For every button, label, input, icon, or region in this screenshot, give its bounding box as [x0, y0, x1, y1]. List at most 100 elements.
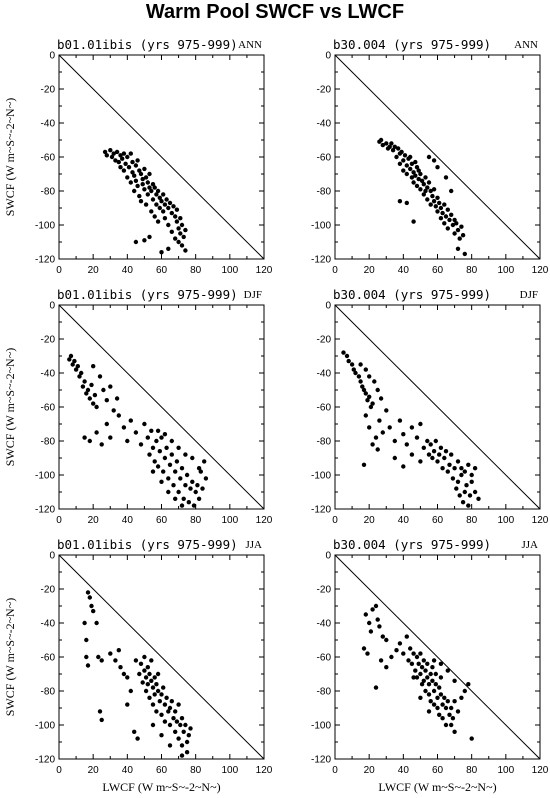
x-axis-label: LWCF (W m~S~-2~N~)	[102, 780, 220, 794]
data-point	[469, 479, 474, 484]
x-tick-label: 60	[432, 265, 444, 276]
data-point	[149, 188, 154, 194]
data-point	[142, 238, 147, 243]
data-point	[408, 646, 413, 651]
data-point	[157, 195, 162, 200]
data-point	[184, 739, 190, 745]
data-point	[108, 435, 113, 440]
data-point	[442, 455, 447, 461]
data-point	[155, 428, 161, 433]
data-point	[457, 236, 462, 241]
one-to-one-line	[334, 54, 541, 260]
data-point	[375, 447, 380, 452]
data-point	[413, 173, 418, 178]
data-point	[387, 425, 392, 430]
data-point	[169, 229, 174, 234]
data-point	[72, 358, 77, 364]
data-point	[149, 428, 154, 433]
data-point	[392, 144, 397, 149]
scatter-panel-1: b01.01ibis (yrs 975-999) ANN 0 20 40 60 80 100 1…	[3, 37, 273, 276]
data-point	[183, 248, 188, 253]
data-point	[166, 205, 171, 211]
data-point	[423, 668, 428, 673]
data-point	[174, 219, 180, 224]
x-tick-label: 0	[56, 515, 62, 526]
data-point	[466, 682, 471, 687]
data-point	[428, 188, 433, 194]
data-point	[84, 391, 89, 396]
data-point	[102, 149, 108, 155]
data-point	[466, 462, 471, 467]
data-point	[361, 387, 367, 393]
data-point	[370, 442, 375, 447]
scatter-panel-6: b30.004 (yrs 975-999) JJA 0 20 40 60 80 100 120 0…	[311, 537, 549, 794]
data-point	[414, 435, 420, 440]
data-point	[111, 151, 116, 156]
x-tick-label: 40	[122, 765, 134, 776]
data-point	[116, 413, 122, 418]
data-point	[94, 620, 99, 626]
y-tick-label: 0	[49, 51, 55, 62]
data-point	[181, 234, 186, 240]
y-tick-label: 0	[325, 301, 331, 312]
data-point	[164, 695, 169, 700]
data-point	[344, 353, 350, 359]
data-point	[469, 736, 474, 741]
data-point	[469, 472, 474, 478]
data-point	[437, 200, 442, 206]
data-point	[108, 651, 113, 656]
y-tick-label: -40	[317, 619, 332, 630]
data-point	[113, 158, 118, 163]
y-tick-label: -60	[317, 153, 332, 164]
x-tick-label: 120	[256, 265, 273, 276]
data-point	[132, 729, 137, 734]
data-point	[459, 466, 464, 471]
data-point	[167, 705, 173, 711]
data-point	[178, 231, 183, 236]
y-tick-label: -40	[41, 619, 56, 630]
data-point	[404, 163, 409, 168]
data-point	[361, 646, 367, 651]
x-tick-label: 20	[364, 515, 376, 526]
x-tick-label: 60	[432, 515, 444, 526]
data-point	[341, 350, 346, 355]
data-point	[85, 590, 91, 595]
data-point	[155, 219, 161, 224]
data-point	[162, 719, 168, 724]
data-point	[159, 479, 164, 484]
data-point	[200, 486, 205, 491]
data-point	[462, 251, 467, 257]
y-tick-label: -60	[41, 403, 56, 414]
data-point	[367, 374, 372, 379]
data-point	[449, 188, 454, 194]
data-point	[167, 722, 173, 728]
data-point	[430, 678, 435, 683]
data-point	[425, 438, 430, 444]
data-point	[121, 151, 127, 156]
data-point	[454, 486, 459, 491]
data-point	[409, 425, 415, 430]
data-point	[99, 442, 104, 447]
x-tick-label: 60	[156, 265, 168, 276]
data-point	[179, 503, 185, 508]
data-point	[70, 362, 75, 367]
x-tick-label: 40	[398, 515, 410, 526]
y-tick-label: -40	[41, 369, 56, 380]
x-tick-label: 80	[466, 265, 478, 276]
data-point	[142, 166, 147, 172]
data-point	[169, 452, 174, 457]
data-point	[135, 183, 140, 189]
data-point	[159, 733, 164, 738]
data-point	[399, 149, 404, 155]
data-point	[363, 413, 368, 418]
data-point	[418, 695, 423, 700]
data-point	[183, 452, 188, 457]
data-point	[440, 210, 445, 216]
y-axis-label: SWCF (W m~S~-2~N~)	[3, 598, 17, 716]
data-point	[377, 624, 382, 629]
data-point	[367, 620, 372, 626]
data-point	[384, 637, 389, 643]
x-tick-label: 20	[364, 265, 376, 276]
data-point	[447, 712, 452, 717]
